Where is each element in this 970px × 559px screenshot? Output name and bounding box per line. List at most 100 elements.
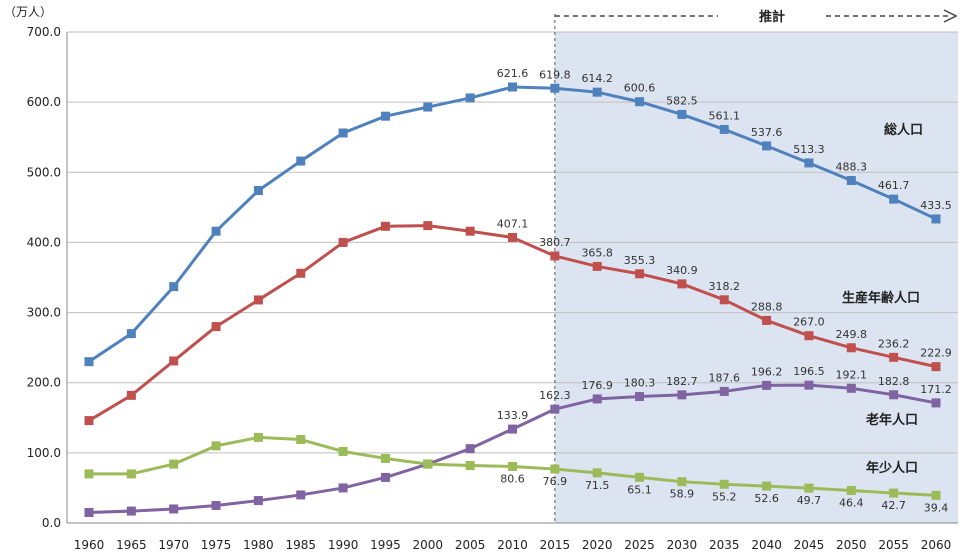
data-label: 76.9: [543, 475, 568, 488]
data-point: [211, 322, 221, 332]
x-tick-label: 2020: [582, 538, 613, 552]
x-tick-label: 1965: [116, 538, 147, 552]
y-tick-label: 600.0: [27, 95, 61, 109]
series-2: 133.9 162.3 176.9 180.3 182.7 187.6 196.2 196.5…: [84, 365, 952, 517]
series-group: 621.6 619.8 614.2 600.6 582.5 561.1 537.6 513.3…: [84, 67, 952, 517]
data-label: 621.6: [497, 67, 529, 80]
data-point: [211, 441, 221, 451]
series-name-label: 年少人口: [866, 460, 918, 476]
data-point: [550, 251, 560, 261]
data-point: [550, 464, 560, 474]
data-label: 196.5: [793, 365, 825, 378]
data-label: 461.7: [878, 179, 910, 192]
data-label: 58.9: [670, 488, 695, 501]
data-label: 65.1: [627, 483, 652, 496]
data-point: [126, 469, 136, 479]
data-point: [677, 390, 687, 400]
data-point: [677, 109, 687, 119]
gridlines: [67, 31, 958, 524]
data-label: 187.6: [709, 371, 741, 384]
unit-label: （万人）: [4, 5, 52, 19]
data-point: [846, 343, 856, 353]
data-point: [465, 460, 475, 470]
data-point: [931, 398, 941, 408]
series-3: 80.6 76.9 71.5 65.1 58.9 55.2 52.6 49.7 46.4 42.7…: [84, 432, 949, 514]
data-point: [508, 461, 517, 471]
data-point: [762, 141, 772, 151]
data-label: 318.2: [709, 280, 741, 293]
series-name-label: 総人口: [884, 122, 923, 138]
data-point: [804, 380, 814, 390]
data-point: [253, 496, 263, 506]
x-tick-label: 2035: [709, 538, 740, 552]
data-label: 582.5: [666, 94, 698, 107]
data-point: [846, 383, 856, 393]
data-label: 600.6: [624, 82, 656, 95]
data-point: [931, 490, 941, 500]
data-point: [592, 87, 602, 97]
data-label: 55.2: [712, 490, 737, 503]
data-label: 133.9: [497, 409, 529, 422]
data-point: [804, 483, 814, 493]
data-label: 340.9: [666, 264, 698, 277]
x-tick-label: 2045: [794, 538, 825, 552]
y-tick-label: 500.0: [27, 165, 61, 179]
data-point: [846, 175, 856, 185]
x-tick-label: 1980: [243, 538, 274, 552]
x-tick-label: 2025: [624, 538, 655, 552]
data-point: [84, 469, 94, 479]
x-tick-label: 1960: [74, 538, 105, 552]
data-label: 222.9: [920, 347, 952, 360]
data-point: [338, 128, 348, 138]
data-point: [380, 111, 390, 121]
data-point: [465, 444, 475, 454]
data-point: [635, 269, 645, 279]
data-point: [635, 392, 645, 402]
data-label: 561.1: [709, 109, 741, 122]
data-point: [550, 83, 560, 93]
data-label: 380.7: [539, 236, 571, 249]
projection-arrow: [554, 9, 958, 23]
data-point: [296, 435, 306, 445]
data-label: 171.2: [920, 383, 952, 396]
data-point: [253, 432, 263, 442]
data-point: [719, 124, 729, 134]
data-point: [762, 481, 772, 491]
data-label: 196.2: [751, 365, 783, 378]
data-label: 513.3: [793, 143, 825, 156]
projection-region: [554, 32, 958, 523]
data-point: [84, 416, 94, 426]
x-tick-label: 2040: [751, 538, 782, 552]
x-tick-label: 1990: [328, 538, 359, 552]
series-name-label: 生産年齢人口: [842, 290, 920, 306]
data-label: 267.0: [793, 316, 825, 329]
data-label: 46.4: [839, 496, 864, 509]
data-point: [211, 226, 221, 236]
data-point: [889, 194, 899, 204]
data-point: [592, 261, 602, 271]
data-point: [762, 315, 772, 325]
x-tick-label: 2055: [878, 538, 909, 552]
data-label: 162.3: [539, 389, 571, 402]
data-point: [719, 479, 729, 489]
data-label: 180.3: [624, 377, 656, 390]
data-label: 288.8: [751, 300, 783, 313]
data-label: 365.8: [581, 246, 613, 259]
data-point: [508, 424, 517, 434]
data-point: [804, 158, 814, 168]
data-point: [677, 279, 687, 289]
data-point: [889, 390, 899, 400]
data-point: [380, 453, 390, 463]
y-tick-label: 700.0: [27, 25, 61, 39]
data-point: [126, 390, 136, 400]
data-label: 42.7: [881, 499, 906, 512]
data-point: [296, 268, 306, 278]
data-label: 39.4: [924, 501, 949, 514]
data-label: 182.7: [666, 375, 698, 388]
data-point: [635, 97, 645, 107]
data-label: 71.5: [585, 479, 610, 492]
data-label: 488.3: [836, 160, 868, 173]
data-point: [931, 214, 941, 224]
